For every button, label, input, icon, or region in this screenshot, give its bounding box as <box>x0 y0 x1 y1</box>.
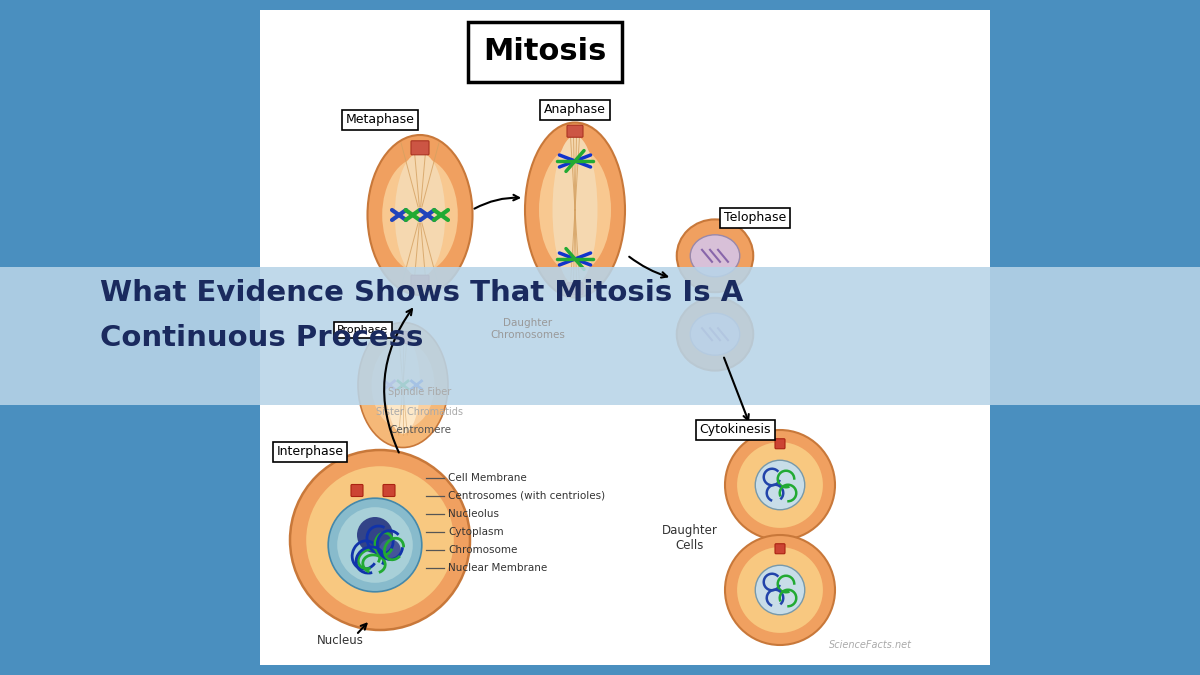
Ellipse shape <box>552 136 598 284</box>
FancyBboxPatch shape <box>568 283 583 295</box>
Text: Centrosomes (with centrioles): Centrosomes (with centrioles) <box>448 491 605 501</box>
Text: Cell Membrane: Cell Membrane <box>448 473 527 483</box>
Text: Interphase: Interphase <box>276 446 343 458</box>
FancyBboxPatch shape <box>410 141 430 155</box>
Text: ScienceFacts.net: ScienceFacts.net <box>828 640 912 650</box>
Text: Centromere: Centromere <box>389 425 451 435</box>
Text: Spindle Fiber: Spindle Fiber <box>389 387 451 397</box>
Text: Daughter
Chromosomes: Daughter Chromosomes <box>491 318 565 340</box>
FancyBboxPatch shape <box>0 267 1200 405</box>
Text: Metaphase: Metaphase <box>346 113 414 126</box>
Ellipse shape <box>690 313 739 355</box>
Ellipse shape <box>372 342 434 429</box>
Circle shape <box>725 535 835 645</box>
Circle shape <box>358 517 394 553</box>
Text: Continuous Process: Continuous Process <box>100 324 424 352</box>
Text: Mitosis: Mitosis <box>484 38 607 67</box>
Circle shape <box>755 565 805 615</box>
Text: Cytoplasm: Cytoplasm <box>448 527 504 537</box>
Ellipse shape <box>358 323 448 448</box>
Text: Cytokinesis: Cytokinesis <box>700 423 770 437</box>
Circle shape <box>737 442 823 528</box>
Circle shape <box>337 507 413 583</box>
Circle shape <box>379 539 401 561</box>
Ellipse shape <box>677 298 754 371</box>
Ellipse shape <box>526 122 625 298</box>
Circle shape <box>725 430 835 540</box>
Text: Daughter
Cells: Daughter Cells <box>662 524 718 552</box>
FancyBboxPatch shape <box>775 544 785 554</box>
FancyBboxPatch shape <box>775 439 785 449</box>
Ellipse shape <box>367 135 473 295</box>
Circle shape <box>306 466 454 614</box>
Text: Prophase: Prophase <box>337 325 389 335</box>
FancyBboxPatch shape <box>395 331 410 344</box>
Text: Anaphase: Anaphase <box>544 103 606 117</box>
Circle shape <box>755 460 805 510</box>
Text: Nucleolus: Nucleolus <box>448 509 499 519</box>
Ellipse shape <box>677 219 754 292</box>
Circle shape <box>290 450 470 630</box>
Ellipse shape <box>382 157 458 273</box>
FancyBboxPatch shape <box>352 485 364 497</box>
Text: Telophase: Telophase <box>724 211 786 225</box>
Circle shape <box>737 547 823 633</box>
Text: Nucleus: Nucleus <box>317 634 364 647</box>
Ellipse shape <box>395 153 445 277</box>
Text: Nuclear Membrane: Nuclear Membrane <box>448 563 547 573</box>
FancyBboxPatch shape <box>260 10 990 665</box>
Ellipse shape <box>539 147 611 273</box>
FancyBboxPatch shape <box>383 485 395 497</box>
Ellipse shape <box>386 336 420 434</box>
Text: Sister Chromatids: Sister Chromatids <box>377 407 463 417</box>
Circle shape <box>329 498 422 592</box>
Text: What Evidence Shows That Mitosis Is A: What Evidence Shows That Mitosis Is A <box>100 279 743 307</box>
Text: Chromosome: Chromosome <box>448 545 517 555</box>
Ellipse shape <box>690 235 739 277</box>
FancyBboxPatch shape <box>568 126 583 137</box>
FancyBboxPatch shape <box>410 275 430 289</box>
